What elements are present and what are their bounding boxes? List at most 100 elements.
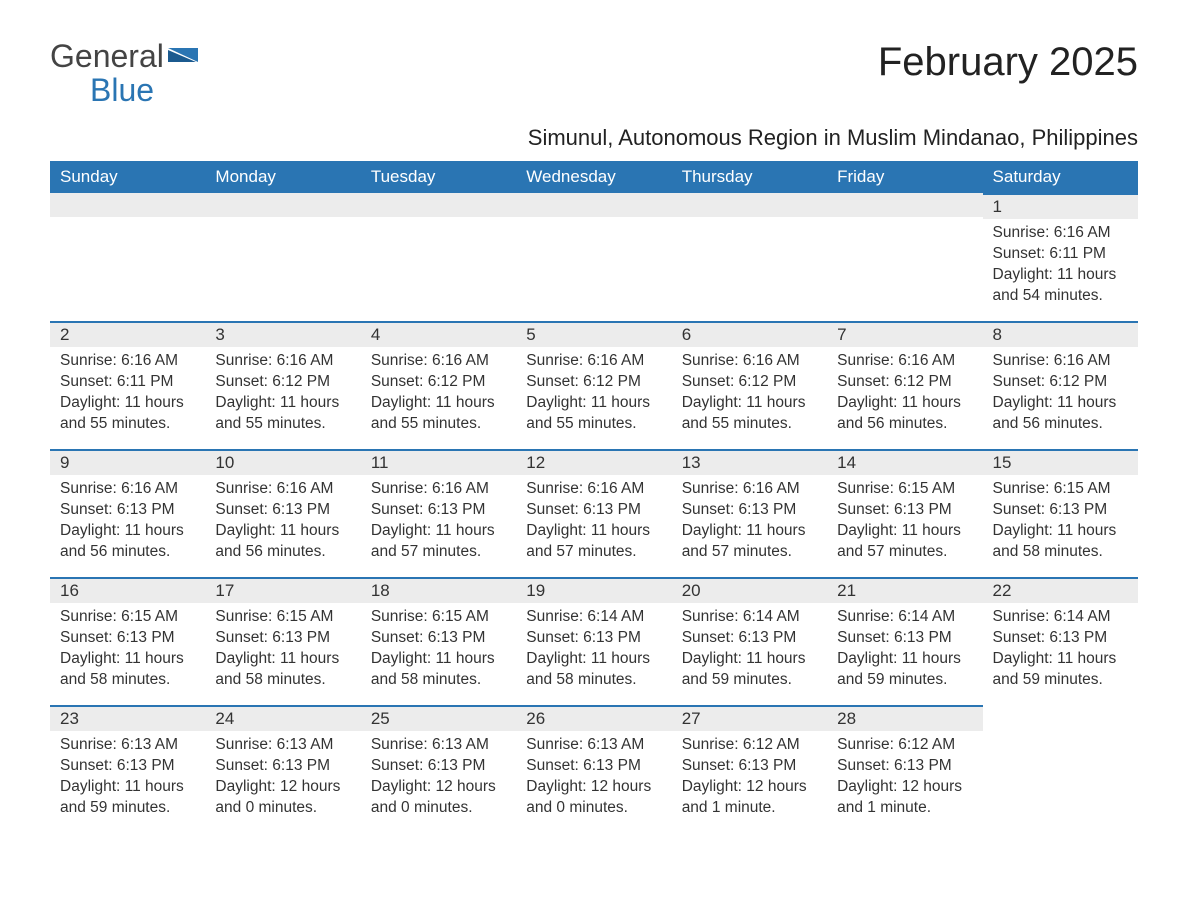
empty-day bbox=[827, 193, 982, 217]
day-number: 18 bbox=[361, 577, 516, 603]
sunset-text: Sunset: 6:13 PM bbox=[682, 500, 817, 521]
sunrise-text: Sunrise: 6:16 AM bbox=[682, 351, 817, 372]
sunrise-text: Sunrise: 6:15 AM bbox=[371, 607, 506, 628]
calendar-day-cell: 21Sunrise: 6:14 AMSunset: 6:13 PMDayligh… bbox=[827, 577, 982, 705]
sunrise-text: Sunrise: 6:16 AM bbox=[371, 351, 506, 372]
day-details: Sunrise: 6:15 AMSunset: 6:13 PMDaylight:… bbox=[827, 475, 982, 569]
day-details: Sunrise: 6:16 AMSunset: 6:12 PMDaylight:… bbox=[983, 347, 1138, 441]
daylight-text: Daylight: 12 hours and 0 minutes. bbox=[215, 777, 350, 819]
sunrise-text: Sunrise: 6:16 AM bbox=[526, 479, 661, 500]
day-details: Sunrise: 6:16 AMSunset: 6:11 PMDaylight:… bbox=[983, 219, 1138, 313]
daylight-text: Daylight: 11 hours and 57 minutes. bbox=[837, 521, 972, 563]
sunset-text: Sunset: 6:13 PM bbox=[526, 628, 661, 649]
calendar-day-cell: 4Sunrise: 6:16 AMSunset: 6:12 PMDaylight… bbox=[361, 321, 516, 449]
day-number: 5 bbox=[516, 321, 671, 347]
calendar-day-cell: 18 Sunrise: 6:15 AMSunset: 6:13 PMDayligh… bbox=[361, 577, 516, 705]
calendar-day-cell: 20Sunrise: 6:14 AMSunset: 6:13 PMDayligh… bbox=[672, 577, 827, 705]
logo: General Blue bbox=[50, 40, 198, 107]
sunrise-text: Sunrise: 6:12 AM bbox=[837, 735, 972, 756]
sunset-text: Sunset: 6:13 PM bbox=[215, 756, 350, 777]
calendar-week-row: 23Sunrise: 6:13 AMSunset: 6:13 PMDayligh… bbox=[50, 705, 1138, 833]
sunset-text: Sunset: 6:13 PM bbox=[526, 756, 661, 777]
sunrise-text: Sunrise: 6:12 AM bbox=[682, 735, 817, 756]
daylight-text: Daylight: 11 hours and 55 minutes. bbox=[526, 393, 661, 435]
sunrise-text: Sunrise: 6:13 AM bbox=[60, 735, 195, 756]
calendar-day-cell: 13Sunrise: 6:16 AMSunset: 6:13 PMDayligh… bbox=[672, 449, 827, 577]
sunset-text: Sunset: 6:13 PM bbox=[60, 756, 195, 777]
sunrise-text: Sunrise: 6:16 AM bbox=[371, 479, 506, 500]
sunrise-text: Sunrise: 6:14 AM bbox=[993, 607, 1128, 628]
calendar-day-cell: 6Sunrise: 6:16 AMSunset: 6:12 PMDaylight… bbox=[672, 321, 827, 449]
calendar-day-cell bbox=[50, 193, 205, 321]
sunrise-text: Sunrise: 6:15 AM bbox=[837, 479, 972, 500]
sunset-text: Sunset: 6:13 PM bbox=[60, 628, 195, 649]
day-number: 25 bbox=[361, 705, 516, 731]
sunset-text: Sunset: 6:13 PM bbox=[371, 628, 506, 649]
sunrise-text: Sunrise: 6:16 AM bbox=[682, 479, 817, 500]
sunset-text: Sunset: 6:11 PM bbox=[60, 372, 195, 393]
day-number: 26 bbox=[516, 705, 671, 731]
day-details: Sunrise: 6:16 AMSunset: 6:12 PMDaylight:… bbox=[205, 347, 360, 441]
calendar-day-cell: 3Sunrise: 6:16 AMSunset: 6:12 PMDaylight… bbox=[205, 321, 360, 449]
calendar-day-cell: 12Sunrise: 6:16 AMSunset: 6:13 PMDayligh… bbox=[516, 449, 671, 577]
calendar-day-cell bbox=[983, 705, 1138, 833]
weekday-header: Tuesday bbox=[361, 161, 516, 193]
day-number: 22 bbox=[983, 577, 1138, 603]
daylight-text: Daylight: 11 hours and 55 minutes. bbox=[371, 393, 506, 435]
sunrise-text: Sunrise: 6:16 AM bbox=[215, 351, 350, 372]
sunrise-text: Sunrise: 6:15 AM bbox=[215, 607, 350, 628]
sunrise-text: Sunrise: 6:16 AM bbox=[993, 223, 1128, 244]
sunrise-text: Sunrise: 6:13 AM bbox=[371, 735, 506, 756]
calendar-day-cell: 10Sunrise: 6:16 AMSunset: 6:13 PMDayligh… bbox=[205, 449, 360, 577]
day-number: 9 bbox=[50, 449, 205, 475]
day-details: Sunrise: 6:16 AMSunset: 6:13 PMDaylight:… bbox=[516, 475, 671, 569]
daylight-text: Daylight: 11 hours and 56 minutes. bbox=[215, 521, 350, 563]
daylight-text: Daylight: 12 hours and 1 minute. bbox=[682, 777, 817, 819]
day-number: 19 bbox=[516, 577, 671, 603]
daylight-text: Daylight: 11 hours and 59 minutes. bbox=[993, 649, 1128, 691]
daylight-text: Daylight: 11 hours and 56 minutes. bbox=[993, 393, 1128, 435]
sunset-text: Sunset: 6:12 PM bbox=[526, 372, 661, 393]
sunset-text: Sunset: 6:13 PM bbox=[682, 628, 817, 649]
daylight-text: Daylight: 11 hours and 57 minutes. bbox=[682, 521, 817, 563]
calendar-day-cell: 14Sunrise: 6:15 AMSunset: 6:13 PMDayligh… bbox=[827, 449, 982, 577]
daylight-text: Daylight: 11 hours and 58 minutes. bbox=[215, 649, 350, 691]
day-details: Sunrise: 6:14 AMSunset: 6:13 PMDaylight:… bbox=[516, 603, 671, 697]
calendar-day-cell bbox=[516, 193, 671, 321]
calendar-day-cell bbox=[672, 193, 827, 321]
daylight-text: Daylight: 11 hours and 58 minutes. bbox=[371, 649, 506, 691]
calendar-day-cell: 26Sunrise: 6:13 AMSunset: 6:13 PMDayligh… bbox=[516, 705, 671, 833]
sunset-text: Sunset: 6:13 PM bbox=[371, 500, 506, 521]
day-number: 10 bbox=[205, 449, 360, 475]
weekday-header-row: SundayMondayTuesdayWednesdayThursdayFrid… bbox=[50, 161, 1138, 193]
day-details: Sunrise: 6:16 AMSunset: 6:12 PMDaylight:… bbox=[361, 347, 516, 441]
calendar-day-cell: 7Sunrise: 6:16 AMSunset: 6:12 PMDaylight… bbox=[827, 321, 982, 449]
sunrise-text: Sunrise: 6:13 AM bbox=[526, 735, 661, 756]
sunrise-text: Sunrise: 6:16 AM bbox=[215, 479, 350, 500]
day-details: Sunrise: 6:15 AMSunset: 6:13 PMDaylight:… bbox=[205, 603, 360, 697]
calendar-day-cell: 16Sunrise: 6:15 AMSunset: 6:13 PMDayligh… bbox=[50, 577, 205, 705]
day-details: Sunrise: 6:15 AMSunset: 6:13 PMDaylight:… bbox=[50, 603, 205, 697]
calendar-day-cell: 25Sunrise: 6:13 AMSunset: 6:13 PMDayligh… bbox=[361, 705, 516, 833]
sunset-text: Sunset: 6:13 PM bbox=[993, 500, 1128, 521]
day-number: 7 bbox=[827, 321, 982, 347]
day-details: Sunrise: 6:14 AMSunset: 6:13 PMDaylight:… bbox=[827, 603, 982, 697]
daylight-text: Daylight: 11 hours and 58 minutes. bbox=[60, 649, 195, 691]
sunset-text: Sunset: 6:13 PM bbox=[682, 756, 817, 777]
sunrise-text: Sunrise: 6:16 AM bbox=[60, 351, 195, 372]
day-details: Sunrise: 6:14 AMSunset: 6:13 PMDaylight:… bbox=[983, 603, 1138, 697]
calendar-day-cell: 17Sunrise: 6:15 AMSunset: 6:13 PMDayligh… bbox=[205, 577, 360, 705]
day-number: 21 bbox=[827, 577, 982, 603]
day-number: 24 bbox=[205, 705, 360, 731]
sunrise-text: Sunrise: 6:14 AM bbox=[526, 607, 661, 628]
empty-day bbox=[50, 193, 205, 217]
sunrise-text: Sunrise: 6:15 AM bbox=[993, 479, 1128, 500]
sunrise-text: Sunrise: 6:16 AM bbox=[993, 351, 1128, 372]
empty-day bbox=[516, 193, 671, 217]
day-number: 12 bbox=[516, 449, 671, 475]
calendar-day-cell: 15Sunrise: 6:15 AMSunset: 6:13 PMDayligh… bbox=[983, 449, 1138, 577]
day-number: 17 bbox=[205, 577, 360, 603]
empty-day bbox=[361, 193, 516, 217]
daylight-text: Daylight: 11 hours and 55 minutes. bbox=[682, 393, 817, 435]
day-number: 27 bbox=[672, 705, 827, 731]
